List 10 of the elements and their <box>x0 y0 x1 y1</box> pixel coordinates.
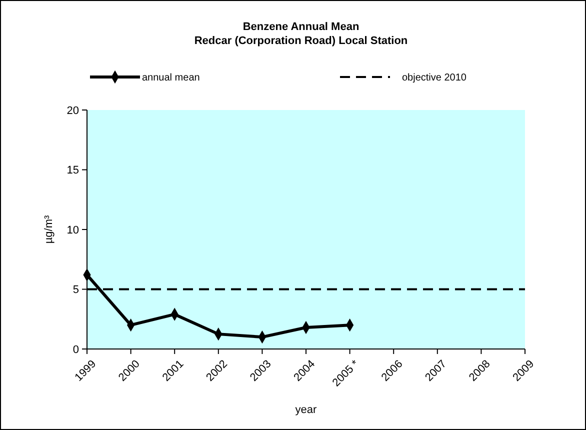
y-tick-label: 15 <box>66 164 79 177</box>
legend-label: objective 2010 <box>402 72 467 84</box>
chart-title: Benzene Annual Mean Redcar (Corporation Road) Local Station <box>194 21 408 47</box>
y-tick-label: 10 <box>66 224 79 236</box>
y-tick-label: 5 <box>72 284 79 296</box>
y-tick-label: 0 <box>72 344 79 356</box>
y-tick-label: 20 <box>66 104 79 117</box>
y-axis-title: µg/m³ <box>43 214 55 244</box>
x-axis-title: year <box>295 404 318 416</box>
legend-label: annual mean <box>142 72 200 84</box>
